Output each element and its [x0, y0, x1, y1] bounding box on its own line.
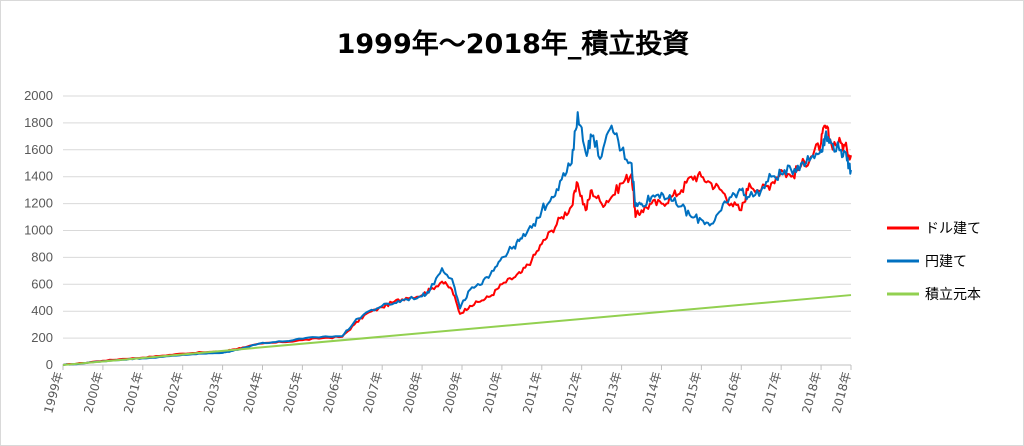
x-tick-label: 2004年 [241, 370, 266, 415]
x-tick-label: 2000年 [81, 370, 106, 415]
series-line [62, 111, 852, 366]
x-tick-label: 2018年 [829, 370, 854, 415]
x-tick-label: 2017年 [760, 370, 785, 415]
x-tick-label: 2018年 [799, 370, 824, 415]
y-tick-label: 0 [46, 357, 53, 372]
y-tick-label: 800 [31, 249, 53, 264]
y-tick-label: 400 [31, 303, 53, 318]
x-tick-label: 2012年 [560, 370, 585, 415]
legend-label: ドル建て [925, 221, 981, 237]
series-lines [62, 111, 852, 366]
series-line [62, 294, 852, 366]
chart-title: 1999年〜2018年_積立投資 [337, 28, 690, 60]
x-tick-label: 2002年 [161, 370, 186, 415]
y-tick-label: 1000 [24, 223, 53, 238]
x-tick-label: 2008年 [400, 370, 425, 415]
x-tick-label: 2016年 [720, 370, 745, 415]
y-tick-label: 2000 [24, 88, 53, 103]
x-tick-label: 2001年 [121, 370, 146, 415]
y-tick-label: 200 [31, 330, 53, 345]
legend-label: 積立元本 [925, 287, 981, 303]
gridlines [63, 95, 851, 366]
x-tick-label: 1999年 [41, 370, 66, 415]
x-axis-ticks: 1999年 2000年 2001年 2002年 2003年 2004年 2005年 2006年… [41, 365, 854, 415]
x-tick-label: 2009年 [440, 370, 465, 415]
x-tick-label: 2011年 [520, 370, 545, 415]
x-tick-label: 2013年 [600, 370, 625, 415]
x-tick-label: 2010年 [480, 370, 505, 415]
y-tick-label: 600 [31, 276, 53, 291]
y-tick-label: 1600 [24, 142, 53, 157]
x-tick-label: 2015年 [680, 370, 705, 415]
x-tick-label: 2007年 [361, 370, 386, 415]
x-tick-label: 2006年 [321, 370, 346, 415]
x-tick-label: 2003年 [201, 370, 226, 415]
y-axis-ticks: 0 200 400 600 800 1000 1200 1400 1600 1800 2000 [24, 88, 53, 372]
legend-label: 円建て [925, 254, 967, 270]
x-tick-label: 2005年 [281, 370, 306, 415]
y-tick-label: 1800 [24, 115, 53, 130]
y-tick-label: 1400 [24, 169, 53, 184]
y-tick-label: 1200 [24, 196, 53, 211]
x-tick-label: 2014年 [640, 370, 665, 415]
